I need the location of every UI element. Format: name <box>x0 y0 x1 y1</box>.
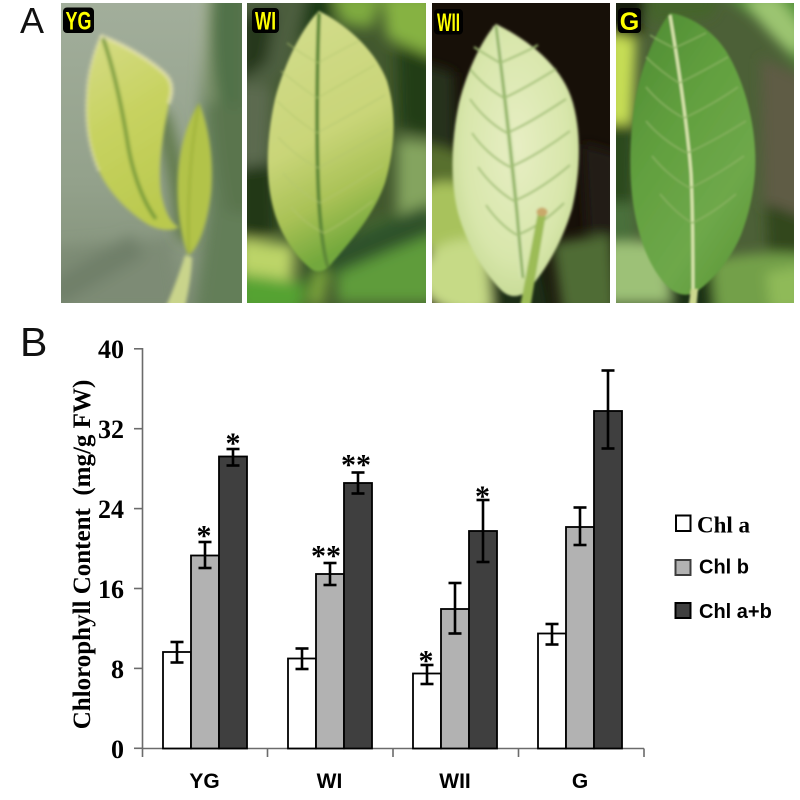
svg-text:32: 32 <box>98 415 124 444</box>
svg-text:40: 40 <box>98 335 124 364</box>
svg-text:G: G <box>620 8 639 36</box>
svg-text:16: 16 <box>98 575 124 604</box>
svg-text:G: G <box>572 770 588 793</box>
svg-text:WII: WII <box>439 770 471 793</box>
svg-text:WI: WI <box>255 8 276 36</box>
svg-text:WI: WI <box>317 770 343 793</box>
svg-text:YG: YG <box>66 8 92 36</box>
svg-text:*: * <box>197 520 212 553</box>
svg-text:**: ** <box>311 540 341 573</box>
svg-text:*: * <box>226 427 241 460</box>
svg-text:YG: YG <box>189 770 219 793</box>
svg-text:Chlorophyll Content (mg/g FW): Chlorophyll Content (mg/g FW) <box>69 380 96 730</box>
svg-text:*: * <box>475 480 490 513</box>
svg-text:Chl b: Chl b <box>699 557 749 579</box>
svg-text:WII: WII <box>437 9 460 37</box>
svg-text:Chl a: Chl a <box>697 513 751 538</box>
svg-text:24: 24 <box>98 495 124 524</box>
svg-text:Chl a+b: Chl a+b <box>699 601 772 623</box>
svg-text:**: ** <box>341 449 371 482</box>
svg-text:0: 0 <box>111 735 124 764</box>
svg-text:8: 8 <box>111 655 124 684</box>
svg-text:*: * <box>419 645 434 678</box>
